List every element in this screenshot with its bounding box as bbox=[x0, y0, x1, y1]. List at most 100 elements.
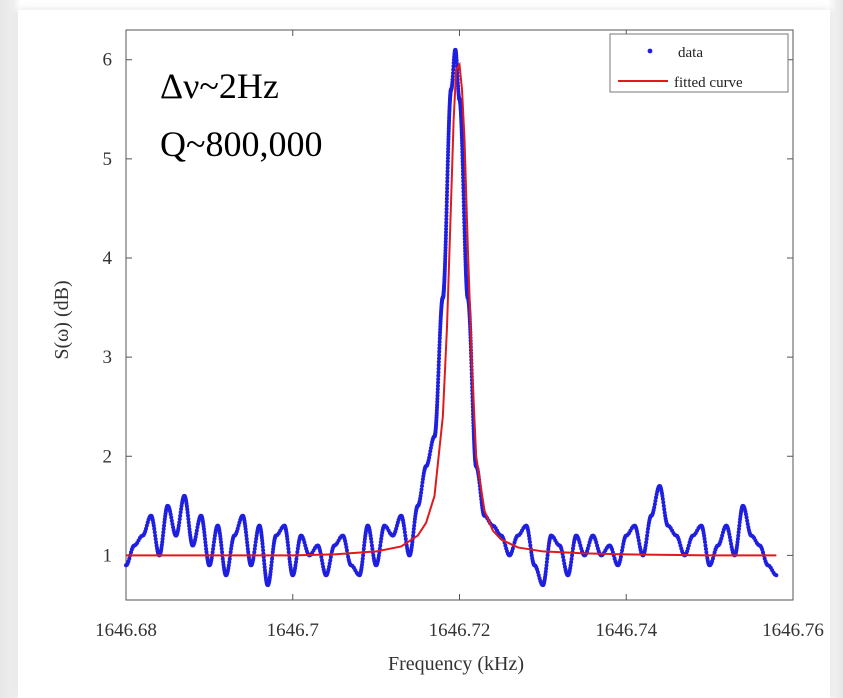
data-point bbox=[461, 179, 466, 184]
data-point bbox=[227, 560, 232, 565]
data-point bbox=[151, 523, 156, 528]
data-point bbox=[451, 64, 456, 69]
data-point bbox=[420, 477, 425, 482]
data-point bbox=[436, 380, 441, 385]
data-point bbox=[262, 558, 267, 563]
data-point bbox=[446, 140, 451, 145]
data-point bbox=[376, 553, 381, 558]
data-point bbox=[435, 396, 440, 401]
data-point bbox=[262, 561, 267, 566]
data-point bbox=[344, 545, 349, 550]
data-point bbox=[735, 540, 740, 545]
data-point bbox=[720, 533, 725, 538]
data-point bbox=[419, 490, 424, 495]
data-point bbox=[169, 518, 174, 523]
data-point bbox=[162, 520, 167, 525]
data-point bbox=[218, 540, 223, 545]
data-point bbox=[545, 556, 550, 561]
data-point bbox=[460, 156, 465, 161]
data-point bbox=[569, 560, 574, 565]
fitted-curve-line bbox=[126, 61, 777, 557]
data-point bbox=[635, 532, 640, 537]
data-point bbox=[736, 526, 741, 531]
data-point bbox=[378, 540, 383, 545]
y-tick-label: 1 bbox=[103, 545, 113, 566]
data-point bbox=[662, 510, 667, 515]
data-point bbox=[461, 186, 466, 191]
data-point bbox=[368, 533, 373, 538]
data-point bbox=[436, 377, 441, 382]
data-point bbox=[401, 523, 406, 528]
data-point bbox=[210, 550, 215, 555]
data-point bbox=[259, 535, 264, 540]
data-point bbox=[243, 527, 248, 532]
data-point bbox=[461, 175, 466, 180]
data-point bbox=[203, 543, 208, 548]
data-point bbox=[185, 513, 190, 518]
data-point bbox=[218, 537, 223, 542]
data-point bbox=[461, 182, 466, 187]
data-point bbox=[462, 243, 467, 248]
data-point bbox=[260, 538, 265, 543]
data-point bbox=[462, 223, 467, 228]
legend-box bbox=[609, 33, 789, 93]
data-point bbox=[369, 540, 374, 545]
data-point bbox=[320, 561, 325, 566]
data-point bbox=[344, 548, 349, 553]
data-point bbox=[727, 535, 732, 540]
data-point bbox=[462, 213, 467, 218]
data-point bbox=[536, 573, 541, 578]
data-point bbox=[510, 546, 515, 551]
data-point bbox=[443, 239, 448, 244]
data-point bbox=[444, 220, 449, 225]
data-point bbox=[460, 165, 465, 170]
data-point bbox=[362, 540, 367, 545]
data-point bbox=[461, 196, 466, 201]
data-point bbox=[186, 520, 191, 525]
data-point bbox=[446, 134, 451, 139]
data-point bbox=[443, 245, 448, 250]
data-point bbox=[270, 550, 275, 555]
data-point bbox=[444, 226, 449, 231]
data-point bbox=[462, 217, 467, 222]
data-point bbox=[212, 540, 217, 545]
data-point bbox=[445, 179, 450, 184]
data-point bbox=[637, 541, 642, 546]
data-point bbox=[236, 523, 241, 528]
data-point bbox=[461, 172, 466, 177]
data-point bbox=[436, 356, 441, 361]
data-point bbox=[444, 223, 449, 228]
data-point bbox=[462, 210, 467, 215]
data-point bbox=[527, 536, 532, 541]
data-point bbox=[535, 570, 540, 575]
data-point bbox=[460, 153, 465, 158]
data-point bbox=[437, 333, 442, 338]
data-point bbox=[153, 537, 158, 542]
data-point bbox=[327, 561, 332, 566]
data-point bbox=[686, 543, 691, 548]
data-point bbox=[268, 569, 273, 574]
data-point bbox=[444, 207, 449, 211]
data-point bbox=[736, 533, 741, 538]
data-point bbox=[744, 515, 749, 520]
data-point bbox=[445, 182, 450, 187]
data-point bbox=[774, 573, 779, 578]
data-point bbox=[462, 220, 467, 225]
data-point bbox=[462, 233, 467, 238]
data-point bbox=[402, 526, 407, 531]
data-point bbox=[260, 544, 265, 549]
data-point bbox=[328, 558, 333, 563]
data-point bbox=[261, 548, 266, 553]
data-point bbox=[444, 213, 449, 218]
data-point bbox=[729, 541, 734, 546]
y-tick-label: 2 bbox=[103, 446, 113, 467]
data-point bbox=[410, 540, 415, 545]
data-point bbox=[595, 543, 600, 548]
data-point bbox=[270, 556, 275, 561]
data-point bbox=[168, 512, 173, 517]
data-point bbox=[544, 563, 549, 568]
data-point bbox=[443, 233, 448, 238]
data-point bbox=[369, 536, 374, 541]
data-point bbox=[594, 540, 599, 545]
data-point bbox=[660, 497, 665, 502]
